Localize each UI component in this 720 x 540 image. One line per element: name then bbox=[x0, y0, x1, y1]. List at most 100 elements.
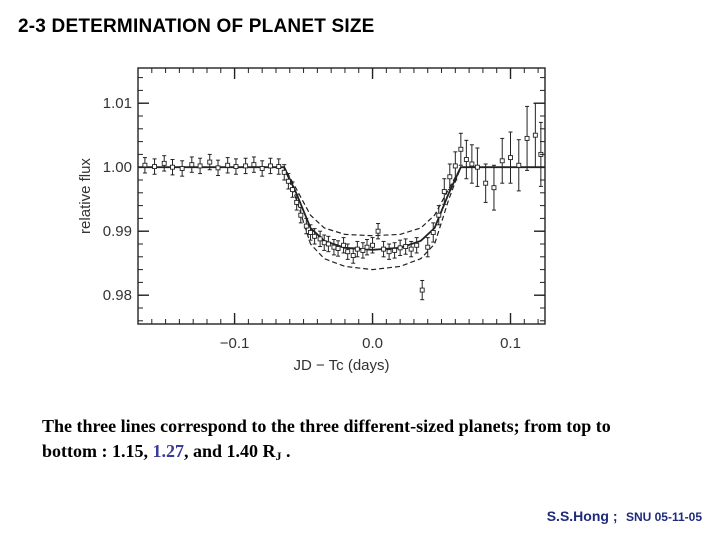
point-marker bbox=[341, 242, 347, 248]
point-marker bbox=[215, 165, 221, 171]
data-point bbox=[251, 156, 257, 173]
data-point bbox=[197, 157, 203, 175]
point-marker bbox=[321, 240, 327, 246]
point-marker bbox=[403, 244, 409, 250]
data-point bbox=[290, 181, 295, 198]
data-point bbox=[499, 137, 505, 184]
y-tick-label: 1.01 bbox=[103, 95, 132, 112]
data-point bbox=[441, 178, 447, 205]
data-point bbox=[483, 163, 489, 203]
point-marker bbox=[397, 245, 403, 251]
data-point bbox=[360, 242, 366, 259]
data-point bbox=[516, 139, 522, 192]
caption-line-2-suffix: . bbox=[281, 441, 291, 461]
point-marker bbox=[179, 166, 185, 171]
data-point bbox=[354, 240, 360, 258]
plot-border bbox=[137, 67, 546, 325]
point-marker bbox=[436, 212, 442, 218]
data-point bbox=[276, 158, 282, 175]
point-marker bbox=[294, 199, 300, 205]
light-curve-plot: −0.1 0.0 0.1 0.98 0.99 1.00 1.01 relative flux… bbox=[77, 67, 546, 374]
data-point bbox=[152, 158, 158, 175]
data-point bbox=[447, 163, 453, 191]
data-point bbox=[474, 147, 480, 187]
axis-ticks bbox=[138, 68, 545, 324]
data-point bbox=[189, 156, 195, 173]
point-marker bbox=[508, 155, 513, 161]
point-marker bbox=[312, 233, 318, 239]
point-marker bbox=[189, 162, 195, 168]
point-marker bbox=[317, 236, 323, 242]
point-marker bbox=[335, 246, 341, 251]
point-marker bbox=[259, 166, 265, 171]
point-marker bbox=[303, 223, 309, 229]
x-tick-label: 0.0 bbox=[362, 335, 383, 352]
point-marker bbox=[381, 246, 387, 252]
data-point bbox=[243, 157, 249, 175]
data-point bbox=[469, 144, 475, 184]
data-point bbox=[425, 237, 431, 258]
data-point bbox=[524, 105, 530, 171]
point-marker bbox=[425, 244, 431, 250]
point-marker bbox=[360, 247, 366, 253]
data-point bbox=[375, 223, 381, 240]
data-point bbox=[225, 157, 231, 174]
data-point bbox=[463, 139, 469, 180]
point-marker bbox=[474, 164, 480, 170]
footer: S.S.Hong ; SNU 05-11-05 bbox=[547, 508, 702, 526]
point-marker bbox=[308, 230, 313, 235]
point-marker bbox=[267, 163, 273, 169]
data-point bbox=[436, 205, 442, 226]
point-marker bbox=[441, 189, 447, 194]
light-curve-chart: −0.1 0.0 0.1 0.98 0.99 1.00 1.01 relative flux… bbox=[70, 58, 550, 378]
data-point bbox=[170, 159, 175, 176]
point-marker bbox=[225, 162, 231, 168]
data-point bbox=[403, 238, 409, 255]
point-marker bbox=[419, 287, 425, 293]
point-marker bbox=[197, 163, 203, 169]
x-tick-label: 0.1 bbox=[500, 335, 521, 352]
data-point bbox=[508, 131, 513, 184]
data-point bbox=[350, 247, 356, 264]
point-marker bbox=[499, 158, 505, 164]
data-point bbox=[317, 230, 323, 248]
caption-line-2-prefix: bottom : 1.15, bbox=[42, 441, 153, 461]
point-marker bbox=[452, 163, 458, 169]
data-point bbox=[452, 151, 458, 181]
data-point bbox=[370, 237, 375, 254]
data-point bbox=[414, 237, 420, 254]
point-marker bbox=[281, 169, 287, 175]
data-point bbox=[345, 243, 351, 260]
data-point bbox=[419, 279, 425, 301]
point-marker bbox=[354, 246, 360, 252]
data-point bbox=[335, 240, 341, 257]
point-marker bbox=[350, 253, 356, 258]
point-marker bbox=[345, 249, 351, 255]
model-line-3 bbox=[138, 166, 545, 271]
data-point bbox=[267, 157, 273, 175]
point-marker bbox=[491, 185, 497, 191]
data-point bbox=[161, 155, 167, 172]
point-marker bbox=[532, 132, 538, 138]
y-tick-label: 1.00 bbox=[103, 159, 132, 176]
point-marker bbox=[285, 178, 291, 184]
data-point bbox=[397, 239, 403, 257]
point-marker bbox=[243, 163, 249, 169]
point-marker bbox=[463, 157, 469, 162]
data-point bbox=[285, 173, 291, 190]
point-marker bbox=[251, 162, 257, 168]
data-point bbox=[532, 102, 538, 168]
data-point bbox=[281, 164, 287, 181]
data-point bbox=[386, 243, 392, 260]
data-point bbox=[341, 237, 347, 254]
model-line-1 bbox=[138, 166, 545, 237]
footer-org-date: SNU 05-11-05 bbox=[625, 510, 702, 524]
point-marker bbox=[516, 162, 522, 168]
point-marker bbox=[233, 164, 239, 170]
x-axis-label: JD − Tc (days) bbox=[294, 357, 390, 374]
point-marker bbox=[331, 244, 337, 250]
point-marker bbox=[207, 159, 213, 165]
point-marker bbox=[364, 244, 370, 250]
data-point bbox=[381, 240, 387, 258]
slide-title: 2-3 DETERMINATION OF PLANET SIZE bbox=[18, 16, 375, 37]
